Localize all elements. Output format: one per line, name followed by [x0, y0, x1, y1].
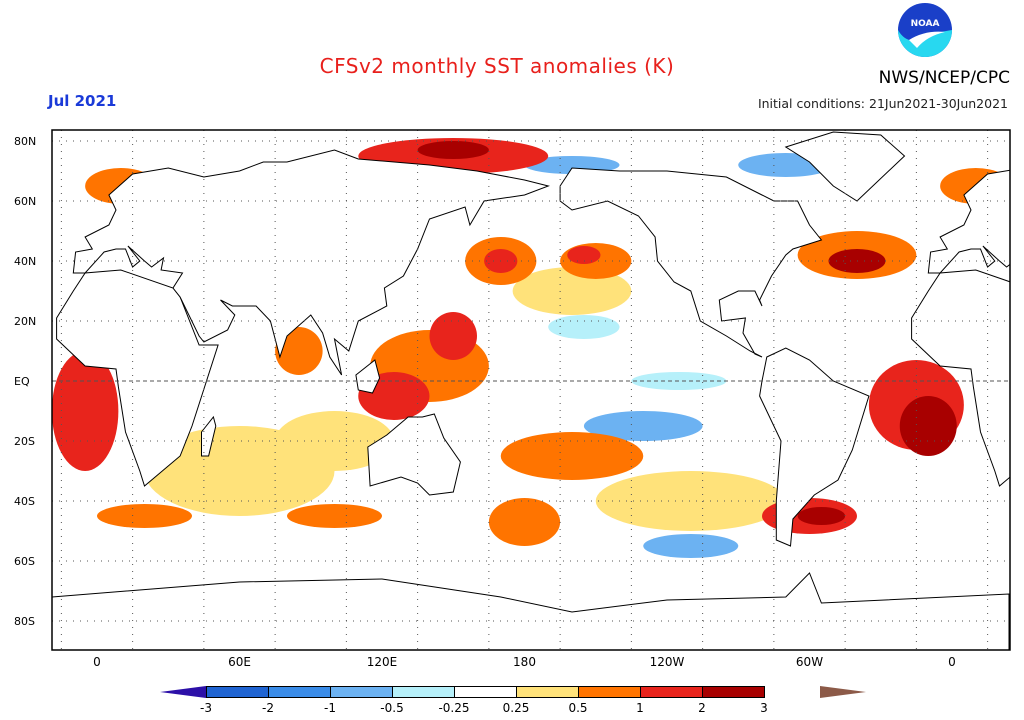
lat-tick-label: 60S [14, 555, 35, 568]
lon-axis-labels: 0 60E 120E 180 120W 60W 0 [93, 655, 956, 669]
lat-tick-label: 60N [14, 195, 36, 208]
grid-lines [52, 130, 1010, 650]
landmass-borneo [355, 359, 381, 394]
anomaly-region [899, 396, 957, 456]
anomaly-region [275, 411, 394, 471]
anomaly-region [488, 498, 561, 546]
lat-tick-label: 20N [14, 315, 36, 328]
anomaly-region [287, 504, 382, 528]
initial-conditions: Initial conditions: 21Jun2021-30Jun2021 [757, 96, 1008, 111]
lat-tick-label: 40S [14, 495, 35, 508]
colorbar-tick-label: -0.25 [438, 701, 470, 715]
colorbar-tick-label: -3 [200, 701, 212, 715]
anomaly-region [512, 267, 632, 315]
colorbar-segment [578, 686, 641, 698]
colorbar [160, 684, 866, 700]
colorbar-segment [454, 686, 517, 698]
colorbar-low-extend [160, 686, 206, 698]
chart-title: CFSv2 monthly SST anomalies (K) [319, 54, 675, 78]
lat-tick-label: 40N [14, 255, 36, 268]
noaa-logo: NOAA [898, 3, 952, 57]
anomaly-region [595, 471, 786, 531]
anomaly-region [797, 507, 846, 525]
landmass-australia [367, 413, 461, 496]
anomaly-region [643, 534, 739, 558]
landmass-samerica [759, 347, 870, 547]
landmass-madagascar [201, 415, 217, 457]
agency-label: NWS/NCEP/CPC [878, 68, 1010, 88]
lon-tick-label: 60E [228, 655, 251, 669]
colorbar-segment [206, 686, 269, 698]
colorbar-tick-label: 0.5 [568, 701, 588, 715]
valid-month: Jul 2021 [48, 92, 117, 110]
continents [52, 131, 1010, 650]
anomaly-region [567, 246, 601, 264]
colorbar-tick-label: -0.5 [380, 701, 404, 715]
anomaly-region [97, 504, 192, 528]
colorbar-tick-label: 1 [636, 701, 644, 715]
colorbar-segment [268, 686, 331, 698]
anomaly-region [417, 141, 489, 159]
lat-tick-label: 20S [14, 435, 35, 448]
lon-tick-label: 60W [796, 655, 823, 669]
lon-tick-label: 120E [367, 655, 398, 669]
colorbar-segment [702, 686, 765, 698]
colorbar-segment [392, 686, 455, 698]
anomaly-region [500, 432, 644, 480]
svg-text:NOAA: NOAA [911, 19, 940, 29]
lon-tick-label: 0 [93, 655, 101, 669]
landmass-eurasia [72, 149, 550, 376]
landmass-namerica [559, 167, 823, 358]
lat-tick-label: EQ [14, 375, 30, 388]
lat-axis-labels: 80N 60N 40N 20N EQ 20S 40S 60S 80S [14, 135, 36, 628]
colorbar-tick-label: 3 [760, 701, 768, 715]
lat-tick-label: 80S [14, 615, 35, 628]
anomaly-region [583, 411, 703, 441]
lon-tick-label: 0 [948, 655, 956, 669]
landmass-greenland [784, 131, 906, 202]
colorbar-segment [640, 686, 703, 698]
landmass-eurasia [927, 169, 1010, 274]
colorbar-tick-label: -1 [324, 701, 336, 715]
colorbar-tick-label: 0.25 [502, 701, 530, 715]
colorbar-tick-label: -2 [262, 701, 274, 715]
anomaly-region [548, 315, 620, 339]
colorbar-tick-label: 2 [698, 701, 706, 715]
plot-frame [51, 129, 1011, 651]
anomaly-region [429, 312, 477, 360]
anomaly-region [275, 327, 323, 375]
colorbar-segment [516, 686, 579, 698]
colorbar-high-extend [820, 686, 866, 698]
landmass-africa [56, 269, 219, 487]
landmass-antarctica [52, 572, 1010, 650]
colorbar-segment [330, 686, 393, 698]
lat-tick-label: 80N [14, 135, 36, 148]
landmass-africa [911, 269, 1010, 487]
lon-tick-label: 120W [650, 655, 685, 669]
lon-tick-label: 180 [513, 655, 536, 669]
